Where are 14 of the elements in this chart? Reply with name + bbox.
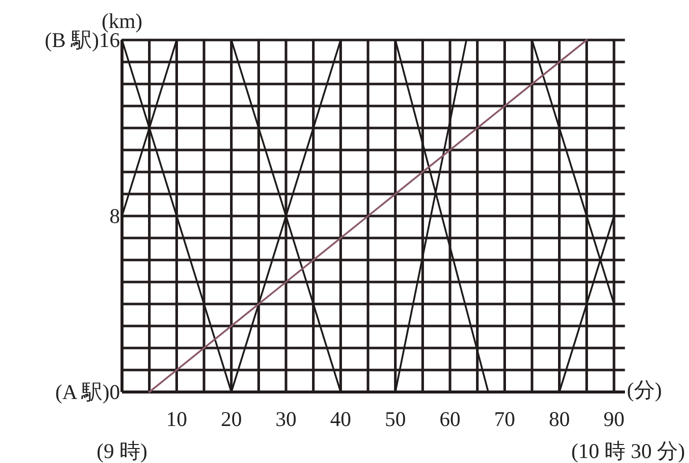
text: (9 時) (96, 439, 148, 463)
y-tick-label: (A 駅)0 (55, 380, 120, 404)
x-tick-label: 10 (166, 407, 188, 431)
x-tick-label: 70 (494, 407, 516, 431)
text: (10 時 30 分) (571, 439, 685, 463)
x-tick-label: 30 (276, 407, 296, 431)
y-tick-label: 8 (110, 204, 120, 228)
x-tick-label: 90 (604, 407, 624, 431)
x-axis-title: (分) (626, 378, 662, 402)
x-tick-label: 20 (220, 407, 242, 431)
x-tick-label: 50 (384, 407, 406, 431)
x-tick-label: 80 (548, 407, 570, 431)
x-tick-label: 40 (330, 407, 352, 431)
x-tick-label: 60 (440, 407, 460, 431)
